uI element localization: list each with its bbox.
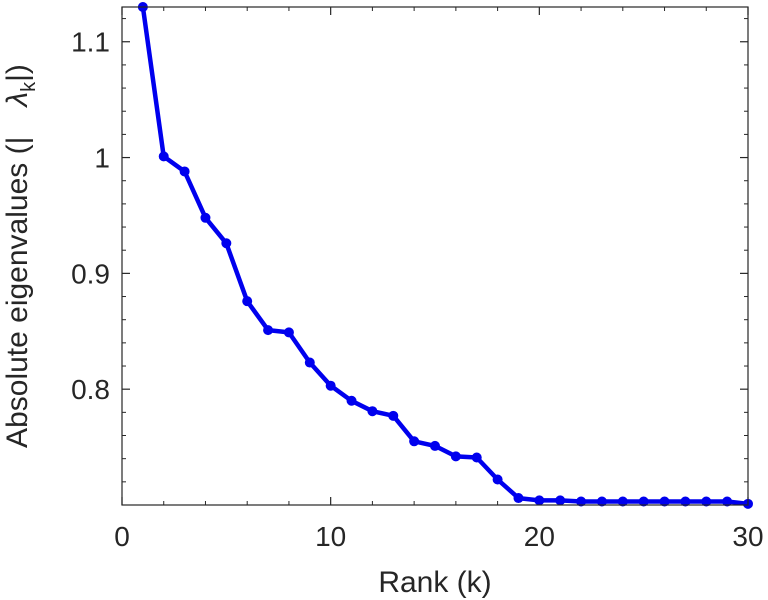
y-axis-label-suffix: |): [1, 64, 34, 82]
data-point: [680, 496, 691, 507]
data-point: [388, 410, 399, 421]
data-point: [325, 380, 336, 391]
y-axis-label: Absolute eigenvalues (| λk|): [1, 64, 40, 448]
data-point: [638, 496, 649, 507]
data-point: [367, 406, 378, 417]
y-tick-label: 0.8: [71, 374, 110, 405]
data-point: [221, 238, 232, 249]
y-tick-label: 0.9: [71, 258, 110, 289]
data-point: [555, 495, 566, 506]
y-tick-label: 1: [94, 143, 110, 174]
data-point: [430, 440, 440, 451]
data-point: [576, 496, 587, 507]
x-tick-label: 0: [114, 521, 130, 552]
data-point: [701, 496, 712, 507]
data-point: [596, 496, 607, 507]
plot-area: [122, 7, 748, 505]
data-point: [471, 452, 482, 463]
x-tick-label: 30: [732, 521, 763, 552]
tick-labels: 0 10 20 30 0.8 0.9 1 1.1: [71, 27, 764, 552]
x-axis-label: Rank (k): [378, 566, 491, 599]
data-point: [409, 436, 420, 447]
data-point: [283, 327, 294, 338]
data-point: [534, 495, 545, 506]
y-axis-label-prefix: Absolute eigenvalues (|: [1, 137, 34, 448]
data-point: [659, 496, 670, 507]
y-axis-label-subscript: k: [18, 81, 40, 92]
data-point: [513, 493, 524, 504]
data-point: [200, 212, 211, 223]
data-point: [450, 451, 461, 462]
data-point: [492, 474, 503, 485]
x-tick-label: 20: [524, 521, 555, 552]
data-point: [722, 496, 733, 507]
y-axis-label-symbol: λ: [1, 92, 34, 109]
data-point: [158, 151, 169, 162]
data-point: [617, 496, 628, 507]
data-point: [263, 325, 274, 336]
data-point: [179, 166, 190, 177]
y-tick-label: 1.1: [71, 27, 110, 58]
plot-frame: [121, 6, 749, 506]
data-point: [304, 357, 315, 368]
x-tick-label: 10: [315, 521, 346, 552]
data-point: [346, 395, 357, 406]
data-point: [242, 296, 253, 307]
